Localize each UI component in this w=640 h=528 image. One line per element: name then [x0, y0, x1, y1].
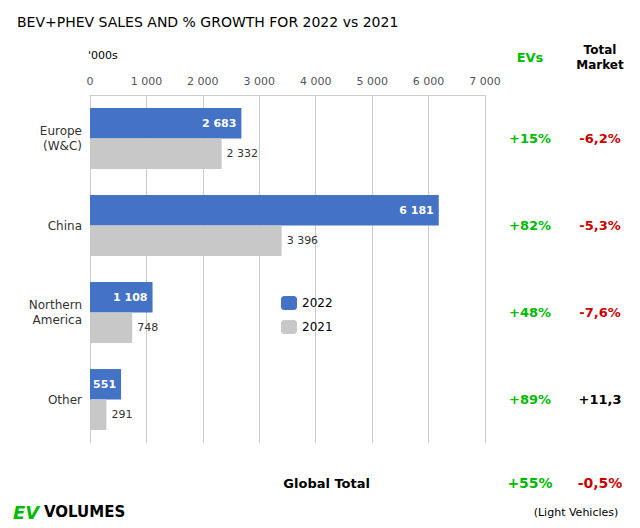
svg-text:-5,3%: -5,3% [579, 218, 620, 233]
svg-text:Northern: Northern [29, 298, 82, 312]
svg-text:Europe: Europe [40, 124, 82, 138]
svg-text:+48%: +48% [509, 305, 551, 320]
svg-text:1 000: 1 000 [131, 75, 163, 88]
svg-text:2 000: 2 000 [187, 75, 219, 88]
svg-text:2 332: 2 332 [227, 147, 259, 160]
svg-text:0: 0 [87, 75, 94, 88]
svg-text:America: America [33, 313, 83, 327]
svg-text:748: 748 [137, 321, 158, 334]
svg-text:+82%: +82% [509, 218, 551, 233]
svg-text:+11,3: +11,3 [579, 392, 622, 407]
svg-text:1 108: 1 108 [113, 291, 147, 304]
svg-text:3 000: 3 000 [244, 75, 276, 88]
svg-text:2 683: 2 683 [202, 117, 236, 130]
svg-text:Market: Market [576, 58, 624, 72]
svg-text:(Light Vehicles): (Light Vehicles) [534, 506, 619, 519]
svg-text:EVs: EVs [517, 50, 544, 65]
svg-text:-0,5%: -0,5% [578, 475, 623, 491]
svg-text:7 000: 7 000 [469, 75, 501, 88]
svg-text:(W&C): (W&C) [43, 139, 82, 153]
svg-text:Total: Total [584, 43, 617, 57]
svg-text:BEV+PHEV SALES AND % GROWTH FO: BEV+PHEV SALES AND % GROWTH FOR 2022 vs … [17, 14, 398, 30]
svg-text:VOLUMES: VOLUMES [44, 503, 125, 521]
svg-text:-7,6%: -7,6% [579, 305, 620, 320]
svg-text:551: 551 [93, 378, 116, 391]
svg-text:2022: 2022 [302, 296, 333, 310]
svg-text:Global Total: Global Total [283, 476, 370, 491]
svg-text:4 000: 4 000 [300, 75, 332, 88]
svg-text:+15%: +15% [509, 131, 551, 146]
svg-text:5 000: 5 000 [356, 75, 388, 88]
svg-text:EV: EV [13, 502, 41, 523]
svg-text:China: China [48, 219, 82, 233]
svg-text:+55%: +55% [507, 475, 552, 491]
svg-text:6 000: 6 000 [413, 75, 445, 88]
svg-text:Other: Other [48, 393, 82, 407]
svg-text:2021: 2021 [302, 320, 333, 334]
svg-text:291: 291 [111, 408, 132, 421]
svg-text:+89%: +89% [509, 392, 551, 407]
svg-text:-6,2%: -6,2% [579, 131, 620, 146]
svg-text:6 181: 6 181 [399, 204, 433, 217]
svg-text:'000s: '000s [88, 49, 118, 62]
svg-text:3 396: 3 396 [287, 234, 319, 247]
